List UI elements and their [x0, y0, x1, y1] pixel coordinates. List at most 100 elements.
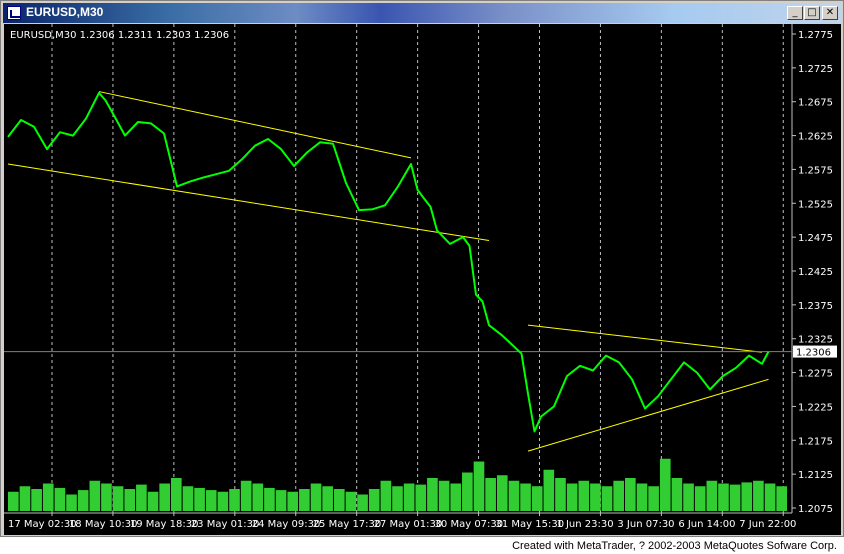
volume-bar — [683, 483, 694, 511]
volume-bar — [485, 478, 496, 511]
bid-price-label: 1.2306 — [796, 348, 831, 359]
y-tick-label: 1.2425 — [798, 267, 833, 278]
price-chart[interactable]: 1.2775 1.2725 1.2675 1.2625 1.2575 1.2525 1.24… — [4, 24, 841, 535]
volume-bar — [636, 483, 648, 511]
bid-price-box — [793, 345, 837, 358]
trendline — [7, 163, 490, 242]
volume-bar — [671, 478, 683, 511]
x-tick-label: 24 May 09:30 — [252, 519, 321, 530]
volume-bar — [613, 480, 625, 511]
footer-credit: Created with MetaTrader, ? 2002-2003 Met… — [512, 540, 837, 552]
volume-bar — [648, 486, 659, 511]
volume-bar — [252, 483, 264, 511]
title-bar[interactable]: EURUSD,M30 _ □ ✕ — [3, 3, 841, 23]
volume-bar — [718, 483, 729, 511]
x-tick-label: 7 Jun 22:00 — [739, 519, 796, 530]
trendline — [98, 91, 412, 159]
chart-window-icon — [7, 6, 21, 20]
y-tick-label: 1.2325 — [798, 335, 833, 346]
volume-bar — [555, 478, 566, 511]
volume-bar — [473, 461, 485, 511]
x-tick-label: 30 May 07:30 — [435, 519, 504, 530]
close-button[interactable]: ✕ — [822, 6, 838, 20]
chart-area[interactable]: 1.2775 1.2725 1.2675 1.2625 1.2575 1.2525 1.24… — [4, 24, 841, 535]
volume-bar — [625, 478, 636, 511]
y-tick-label: 1.2625 — [798, 132, 833, 143]
x-tick-label: 19 May 18:30 — [130, 519, 199, 530]
x-tick-label: 1 Jun 23:30 — [556, 519, 613, 530]
chart-title: EURUSD,M30 1.2306 1.2311 1.2303 1.2306 — [10, 30, 229, 41]
volume-bar — [77, 490, 89, 511]
volume-bar — [136, 484, 147, 511]
y-tick-label: 1.2375 — [798, 301, 833, 312]
x-tick-label: 25 May 17:30 — [313, 519, 382, 530]
volume-bar — [217, 491, 229, 511]
y-tick-label: 1.2175 — [798, 436, 833, 447]
volume-bar — [159, 483, 170, 511]
volume-bar — [776, 486, 787, 511]
volume-bar — [380, 480, 392, 511]
volume-bar — [310, 483, 322, 511]
x-tick-label: 27 May 01:30 — [374, 519, 443, 530]
volume-bar — [741, 482, 753, 511]
y-tick-label: 1.2725 — [798, 64, 833, 75]
volume-bar — [357, 494, 368, 511]
minimize-button[interactable]: _ — [787, 6, 803, 20]
volume-bar — [101, 483, 112, 511]
volume-bar — [531, 486, 543, 511]
volume-bar — [508, 480, 520, 511]
y-tick-label: 1.2675 — [798, 98, 833, 109]
y-tick-label: 1.2475 — [798, 233, 833, 244]
volume-bar — [89, 480, 101, 511]
volume-bar — [66, 494, 77, 511]
trendline — [527, 378, 769, 452]
volume-bar — [264, 487, 275, 511]
x-tick-label: 3 Jun 07:30 — [617, 519, 674, 530]
volume-bar — [753, 480, 764, 511]
y-tick-label: 1.2775 — [798, 30, 833, 41]
volume-bar — [543, 469, 555, 511]
maximize-button[interactable]: □ — [804, 6, 820, 20]
volume-bar — [31, 489, 42, 511]
volume-bar — [182, 486, 194, 511]
x-tick-label: 23 May 01:30 — [191, 519, 260, 530]
volume-bar — [450, 483, 462, 511]
volume-bar — [345, 491, 357, 511]
volume-bar — [287, 491, 299, 511]
volume-bar — [392, 486, 403, 511]
volume-bar — [19, 486, 31, 511]
volume-bar — [54, 487, 66, 511]
volume-bar — [124, 489, 136, 511]
volume-bar — [112, 486, 124, 511]
x-tick-label: 18 May 10:30 — [69, 519, 138, 530]
trendline — [527, 324, 763, 353]
x-tick-label: 6 Jun 14:00 — [678, 519, 735, 530]
volume-bar — [427, 478, 438, 511]
volume-bar — [147, 491, 159, 511]
volume-bar — [240, 480, 252, 511]
y-tick-label: 1.2125 — [798, 470, 833, 481]
volume-bar — [590, 483, 601, 511]
y-tick-label: 1.2525 — [798, 199, 833, 210]
y-tick-label: 1.2575 — [798, 165, 833, 176]
volume-bar — [322, 486, 333, 511]
volume-bar — [462, 472, 473, 511]
volume-bar — [706, 480, 718, 511]
volume-bar — [729, 484, 741, 511]
volume-bar — [229, 489, 240, 511]
volume-bar — [170, 478, 182, 511]
volume-bar — [601, 486, 613, 511]
volume-bar — [659, 458, 671, 511]
price-series-line — [7, 91, 770, 433]
volume-bar — [299, 489, 310, 511]
volume-bar — [566, 483, 578, 511]
volume-bar — [205, 490, 217, 511]
volume-bar — [578, 480, 590, 511]
volume-bar — [694, 486, 706, 511]
window-title: EURUSD,M30 — [26, 5, 104, 19]
volume-bar — [415, 484, 427, 511]
x-tick-label: 17 May 02:30 — [8, 519, 77, 530]
y-tick-label: 1.2275 — [798, 369, 833, 380]
volume-bar — [496, 475, 508, 511]
y-tick-label: 1.2225 — [798, 402, 833, 413]
